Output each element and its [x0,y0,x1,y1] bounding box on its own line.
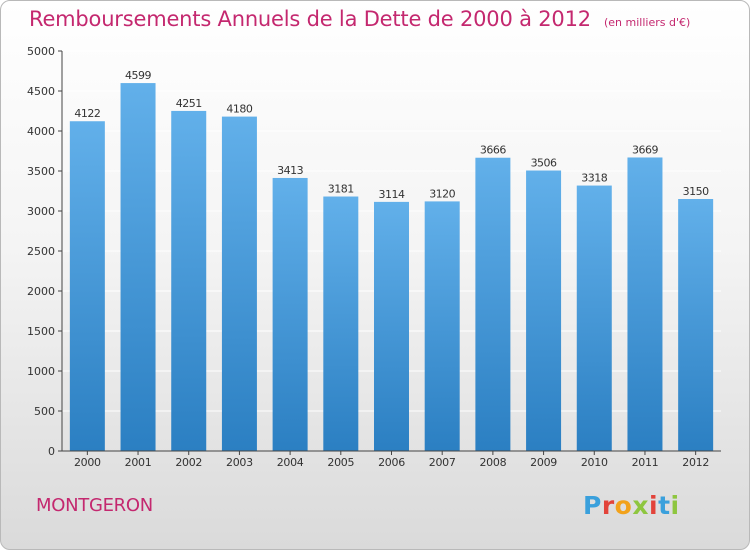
y-tick-label: 500 [34,405,55,418]
y-tick-label: 2000 [27,285,55,298]
x-tick-label: 2001 [125,456,152,469]
x-tick-label: 2004 [277,456,304,469]
chart-title: Remboursements Annuels de la Dette de 20… [29,7,591,31]
y-tick-label: 3500 [27,165,55,178]
chart-unit: (en milliers d'€) [604,16,691,29]
bar-value-label: 3666 [480,144,506,157]
chart-title-row: Remboursements Annuels de la Dette de 20… [29,7,690,31]
y-tick-label: 2500 [27,245,55,258]
bar [424,201,460,451]
x-tick-label: 2009 [530,456,557,469]
y-tick-label: 5000 [27,45,55,58]
bar-value-label: 4599 [125,69,151,82]
logo-letter: P [583,491,602,520]
bar [627,157,663,452]
y-tick-label: 4000 [27,125,55,138]
bar [120,83,156,451]
x-tick-label: 2002 [175,456,202,469]
x-tick-label: 2006 [378,456,405,469]
logo-letter: x [632,491,649,520]
logo-letter: i [670,491,680,520]
bar-value-label: 4180 [226,103,252,116]
bar [475,157,511,451]
y-tick-label: 4500 [27,85,55,98]
bar [323,196,359,451]
x-tick-label: 2010 [581,456,608,469]
x-tick-label: 2005 [327,456,354,469]
bar [374,201,409,451]
bar-value-label: 3318 [581,172,607,185]
logo-letter: t [658,491,671,520]
proxiti-logo[interactable]: Proxiti [583,491,680,520]
x-tick-label: 2003 [226,456,253,469]
y-tick-label: 1000 [27,365,55,378]
bar-value-label: 3120 [429,187,455,200]
logo-letter: r [601,491,615,520]
bar [576,185,612,451]
x-tick-label: 2012 [682,456,709,469]
bars [69,83,714,452]
bar-value-label: 3506 [531,157,557,170]
y-tick-label: 1500 [27,325,55,338]
bar [69,121,105,452]
bar-value-label: 4122 [74,107,100,120]
x-tick-label: 2007 [429,456,456,469]
x-tick-label: 2000 [74,456,101,469]
logo-letter: i [649,491,659,520]
bar-value-label: 3413 [277,164,303,177]
bar [678,199,714,451]
bar-value-label: 3181 [328,183,354,196]
x-tick-label: 2008 [479,456,506,469]
city-name: MONTGERON [36,495,153,516]
y-tick-label: 3000 [27,205,55,218]
bar [272,177,308,451]
bar [171,110,207,452]
bar [221,116,257,451]
bar-value-label: 3669 [632,143,658,156]
bar [526,170,562,451]
x-tick-label: 2011 [632,456,659,469]
axes: 0 500 1000 1500 2000 2500 3000 3500 4000 4500 5000… [27,45,721,469]
bar-value-label: 3114 [379,188,405,201]
logo-letter: o [614,491,633,520]
value-labels: 4122 4599 4251 4180 3413 3181 3114 3120 3666 3506… [74,69,709,201]
bar-value-label: 4251 [176,97,202,110]
bar-value-label: 3150 [683,185,709,198]
y-tick-label: 0 [48,445,55,458]
